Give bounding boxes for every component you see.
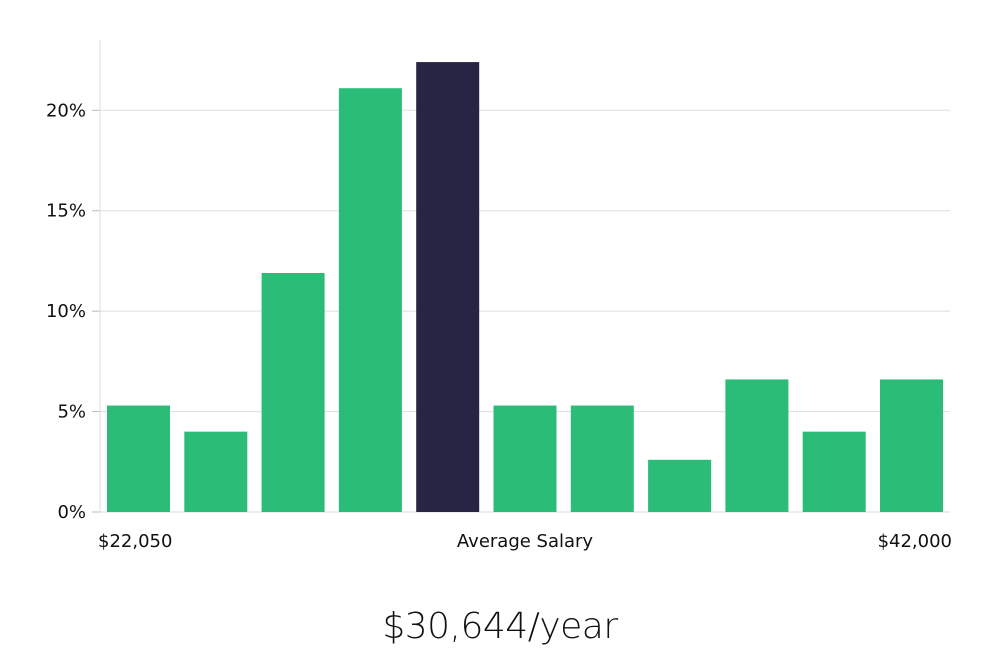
bar — [107, 405, 170, 512]
bar — [338, 88, 402, 512]
x-axis-title: Average Salary — [457, 531, 594, 552]
average-salary-value: $30,644/year — [382, 606, 618, 647]
bar — [493, 405, 557, 512]
bars — [107, 62, 943, 512]
bar — [184, 431, 248, 512]
bar-average-salary — [416, 62, 480, 512]
y-tick-label: 0% — [57, 502, 86, 523]
x-axis-max-label: $42,000 — [878, 531, 952, 552]
bar — [570, 405, 634, 512]
x-axis-min-label: $22,050 — [98, 531, 172, 552]
bar — [880, 379, 943, 512]
y-axis-ticks: 0% 5% 10% 15% 20% — [46, 100, 100, 523]
bar — [261, 272, 325, 512]
y-tick-label: 15% — [46, 201, 86, 222]
bar — [802, 431, 866, 512]
y-tick-label: 10% — [46, 301, 86, 322]
y-tick-label: 20% — [46, 100, 86, 121]
salary-distribution-chart: 0% 5% 10% 15% 20% $22,050 Average Salary $42… — [46, 40, 952, 552]
y-tick-label: 5% — [57, 402, 86, 423]
bar — [648, 459, 712, 512]
bar — [725, 379, 789, 512]
